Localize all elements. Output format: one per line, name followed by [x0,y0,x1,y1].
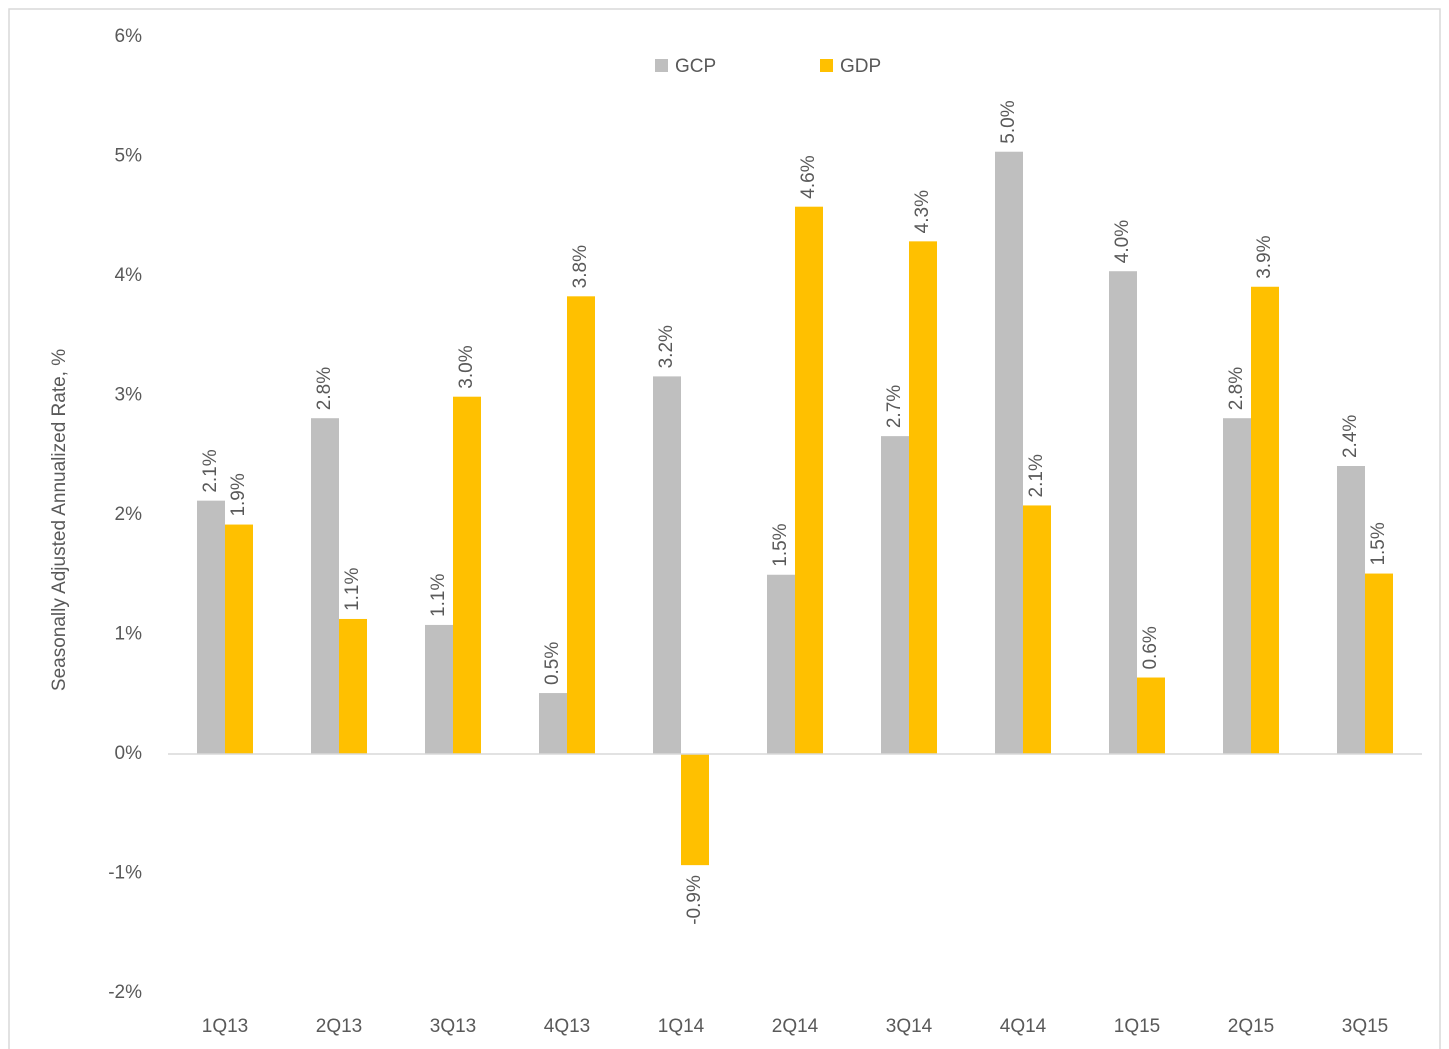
bar [453,396,481,754]
bar [995,151,1023,755]
legend-swatch [655,59,668,72]
x-tick-label: 1Q14 [658,1016,705,1037]
y-tick-label: -1% [108,863,142,884]
bar [653,376,681,754]
bar [311,418,339,754]
bar [225,524,253,754]
x-tick-label: 2Q15 [1228,1016,1274,1037]
bar [881,436,909,754]
data-label: 2.1% [200,449,221,492]
data-label: 3.0% [456,345,477,388]
data-label: 3.9% [1254,235,1275,278]
data-label: 3.8% [570,245,591,288]
bar [681,754,709,866]
data-label: 2.4% [1340,415,1361,458]
y-tick-label: -2% [108,982,142,1003]
data-label: 1.5% [1368,522,1389,565]
y-tick-label: 5% [115,146,143,167]
data-label: 1.9% [228,473,249,516]
data-label: -0.9% [684,875,705,925]
bar [339,618,367,754]
bar [1337,466,1365,754]
bar [197,500,225,754]
data-label: 4.0% [1112,220,1133,263]
x-tick-label: 3Q14 [886,1016,933,1037]
bar [1223,418,1251,754]
x-tick-label: 4Q14 [1000,1016,1047,1037]
data-label: 1.5% [770,523,791,566]
bar [567,296,595,754]
bar [1137,677,1165,754]
x-tick-label: 2Q13 [316,1016,362,1037]
y-tick-label: 1% [115,624,143,645]
chart-border [8,8,1441,1049]
y-tick-label: 4% [115,265,143,286]
legend-swatch [820,59,833,72]
x-tick-label: 4Q13 [544,1016,590,1037]
bar [1365,573,1393,754]
y-tick-label: 0% [115,743,143,764]
data-label: 1.1% [428,574,449,617]
data-label: 1.1% [342,568,363,611]
x-tick-label: 3Q15 [1342,1016,1388,1037]
y-tick-label: 3% [115,385,143,406]
bar [795,206,823,754]
legend-label: GCP [675,56,716,77]
y-tick-label: 2% [115,504,143,525]
bar [909,241,937,755]
legend-label: GDP [840,56,881,77]
bar [1109,271,1137,754]
x-tick-label: 3Q13 [430,1016,476,1037]
bar [1023,505,1051,754]
data-label: 4.3% [912,190,933,233]
data-label: 3.2% [656,325,677,368]
bar [767,574,795,754]
data-label: 2.7% [884,385,905,428]
y-axis-title: Seasonally Adjusted Annualized Rate, % [49,349,70,691]
data-label: 2.8% [314,367,335,410]
y-tick-label: 6% [115,26,143,47]
data-label: 0.5% [542,642,563,685]
bar [539,693,567,754]
data-label: 2.8% [1226,367,1247,410]
data-label: 0.6% [1140,626,1161,669]
data-label: 2.1% [1026,454,1047,497]
data-label: 4.6% [798,155,819,198]
x-tick-label: 2Q14 [772,1016,819,1037]
x-tick-label: 1Q13 [202,1016,248,1037]
bar [1251,286,1279,754]
bar [425,624,453,754]
x-tick-label: 1Q15 [1114,1016,1160,1037]
data-label: 5.0% [998,100,1019,143]
